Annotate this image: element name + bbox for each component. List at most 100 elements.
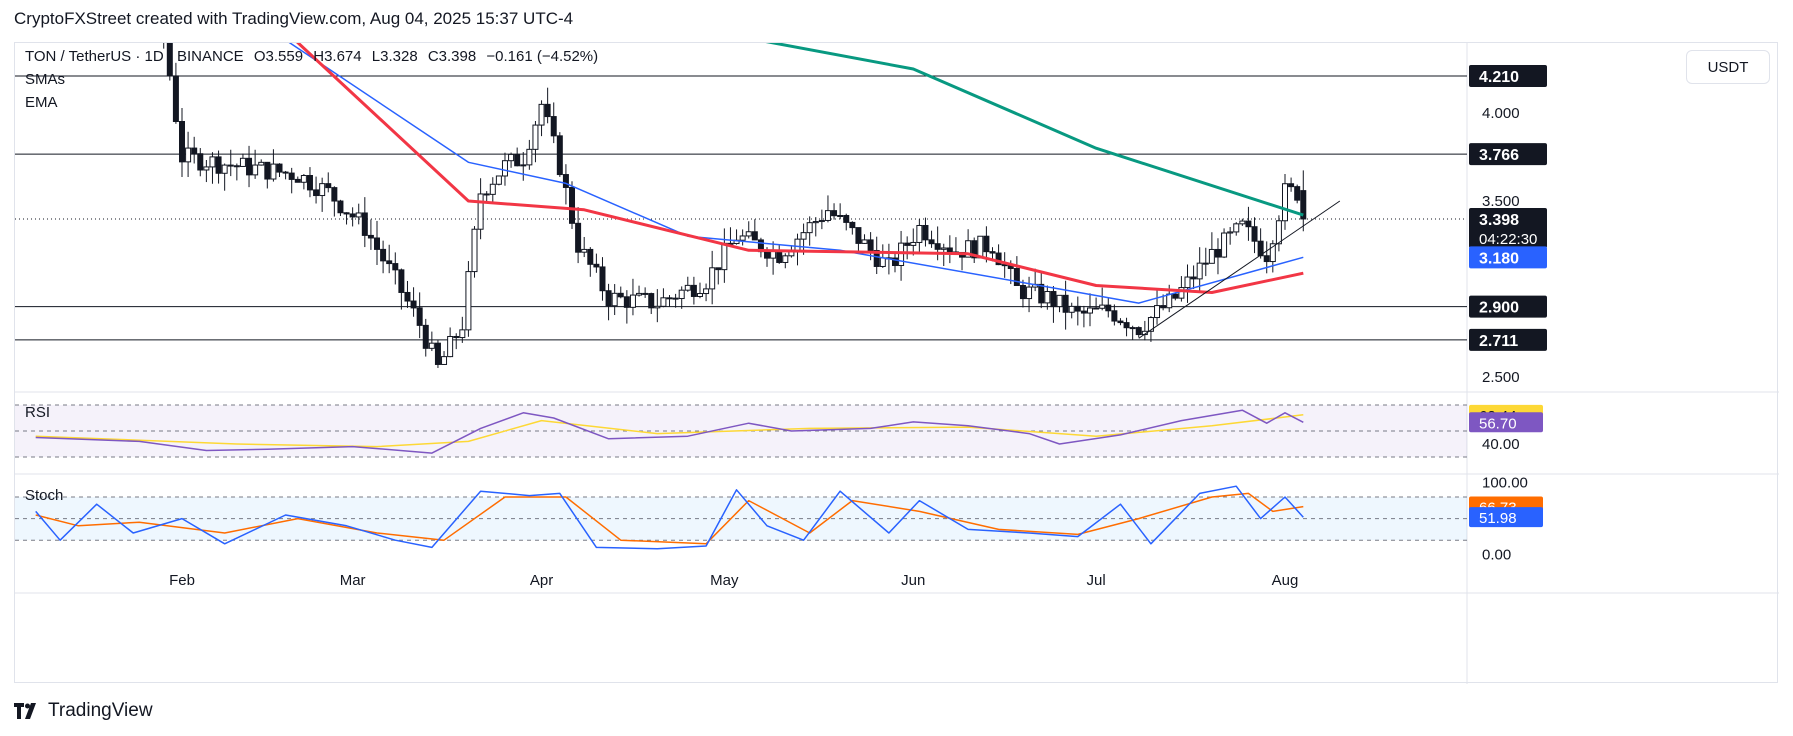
rsi-axis-tick-label: 40.00: [1482, 436, 1520, 453]
candle-body: [1123, 322, 1130, 329]
candle-body: [1227, 231, 1234, 234]
stoch-value-badge: [1469, 507, 1543, 528]
rsi-value-badge: [1469, 412, 1543, 433]
candle-body: [916, 224, 923, 243]
candle-body: [416, 307, 423, 326]
candle-body: [343, 212, 350, 215]
candle-body: [447, 335, 454, 358]
candle-body: [1214, 248, 1221, 258]
candle-body: [745, 231, 752, 237]
time-axis-label: May: [710, 572, 739, 589]
candle-body: [1294, 186, 1301, 201]
candle-body: [239, 157, 246, 167]
candle-body: [288, 172, 295, 180]
tradingview-wordmark: TradingView: [48, 700, 153, 721]
candle-body: [215, 156, 222, 174]
candle-body: [258, 161, 265, 166]
candle-body: [197, 153, 204, 171]
candle-body: [526, 148, 533, 166]
candle-body: [1269, 243, 1276, 263]
price-label-badge: [1469, 65, 1547, 88]
stoch-legend[interactable]: Stoch: [25, 487, 64, 504]
price-label-text: 3.180: [1479, 250, 1519, 267]
candle-body: [483, 193, 490, 196]
candle-body: [1129, 327, 1136, 330]
candle-body: [898, 242, 905, 267]
candle-body: [946, 247, 953, 253]
candle-body: [1013, 268, 1020, 286]
candle-body: [508, 153, 515, 162]
chart-attribution: CryptoFXStreet created with TradingView.…: [14, 9, 574, 28]
candle-body: [276, 163, 283, 173]
candle-body: [410, 300, 417, 309]
candle-body: [319, 183, 326, 197]
ema-legend[interactable]: EMA: [25, 94, 58, 111]
candle-body: [904, 242, 911, 246]
price-axis-tick-label: 4.000: [1482, 105, 1520, 122]
price-axis-tick-label: 3.500: [1482, 193, 1520, 210]
candle-body: [538, 103, 545, 126]
candles-group: [163, 43, 1307, 368]
candle-body: [441, 356, 448, 365]
candle-body: [569, 186, 576, 224]
tradingview-logo-icon: [14, 703, 36, 719]
candle-body: [1044, 291, 1051, 304]
candle-body: [983, 235, 990, 253]
candle-body: [965, 240, 972, 258]
time-axis-label: Aug: [1272, 572, 1299, 589]
symbol-name: TON / TetherUS · 1D · BINANCE: [25, 48, 244, 65]
stoch-axis-tick-label: 0.00: [1482, 547, 1511, 564]
candle-body: [703, 288, 710, 295]
candle-body: [495, 175, 502, 185]
candle-body: [1282, 183, 1288, 222]
candle-body: [684, 284, 691, 291]
candle-body: [337, 200, 344, 214]
candle-body: [1239, 220, 1246, 225]
currency-selector-button[interactable]: USDT: [1686, 50, 1770, 84]
candle-body: [605, 290, 612, 307]
candle-body: [629, 294, 636, 308]
candle-body: [434, 342, 441, 365]
sma200-line: [765, 43, 1304, 217]
candle-body: [191, 147, 198, 155]
candle-body: [1050, 291, 1057, 308]
candle-body: [477, 193, 484, 230]
candle-body: [843, 215, 850, 223]
candle-body: [209, 156, 216, 168]
ohlc-change: −0.161 (−4.52%): [486, 48, 599, 65]
chart-frame[interactable]: 4.5004.0003.5002.5004.2103.7663.39804:22…: [14, 42, 1779, 684]
candle-body: [355, 212, 362, 218]
price-label-text: 3.766: [1479, 147, 1519, 164]
candle-body: [1111, 310, 1118, 322]
rsi-legend[interactable]: RSI: [25, 404, 51, 421]
candle-body: [1208, 248, 1215, 264]
candle-body: [300, 175, 307, 183]
candle-body: [891, 257, 898, 267]
smas-legend[interactable]: SMAs: [25, 71, 66, 88]
candle-body: [1093, 307, 1100, 310]
candle-body: [203, 166, 210, 171]
candle-body: [562, 174, 569, 188]
candle-body: [1178, 287, 1185, 299]
candle-body: [867, 239, 874, 252]
price-label-badge: [1469, 207, 1547, 248]
candle-body: [977, 235, 984, 259]
countdown-timer-text: 04:22:30: [1479, 231, 1537, 248]
candle-body: [1080, 310, 1087, 314]
candle-body: [794, 238, 801, 252]
stoch-axis-tick-label: 100.00: [1482, 475, 1528, 492]
price-label-text: 3.398: [1479, 212, 1519, 229]
candle-body: [806, 222, 813, 234]
candle-body: [1086, 307, 1093, 314]
price-label-badge: [1469, 295, 1547, 318]
candle-body: [1019, 284, 1026, 300]
candle-body: [940, 247, 947, 250]
candle-body: [1166, 293, 1173, 309]
candle-body: [1288, 183, 1295, 188]
rsi-ma-line: [35, 414, 1304, 448]
candle-body: [879, 257, 886, 267]
symbol-legend[interactable]: TON / TetherUS · 1D · BINANCE O3.559 H3.…: [25, 48, 598, 65]
ohlc-open: O3.559: [253, 48, 304, 65]
time-axis-label: Jun: [901, 572, 925, 589]
candle-body: [1068, 305, 1075, 313]
